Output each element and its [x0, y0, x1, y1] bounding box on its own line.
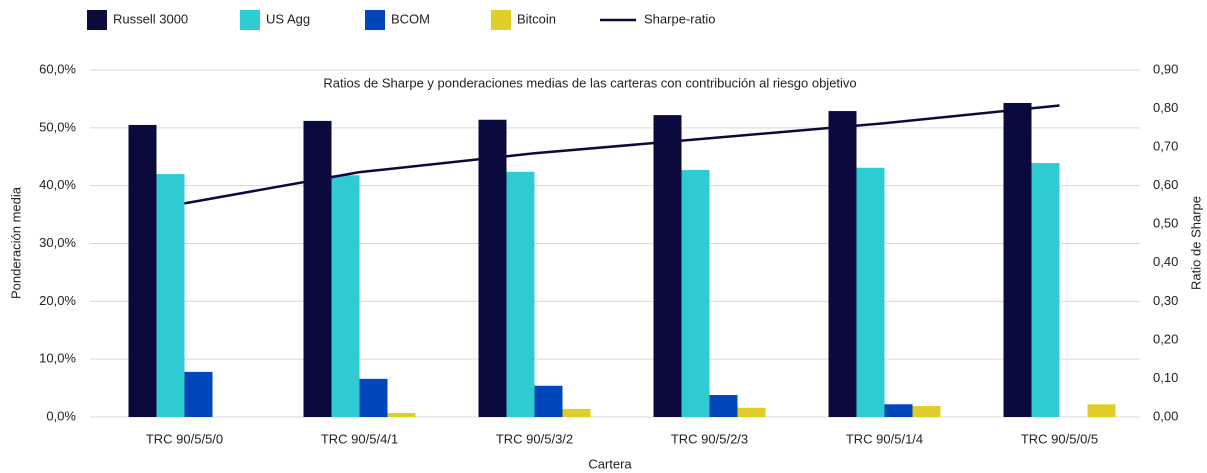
bar: [156, 174, 185, 417]
y2-tick-label: 0,70: [1153, 139, 1178, 154]
bar: [828, 111, 857, 417]
bar: [562, 408, 591, 417]
y-tick-label: 60,0%: [39, 61, 76, 76]
legend-label: BCOM: [391, 11, 430, 26]
y2-tick-label: 0,50: [1153, 216, 1178, 231]
y-axis-title: Ponderación media: [8, 186, 23, 299]
y2-tick-label: 0,80: [1153, 100, 1178, 115]
bar: [506, 171, 535, 417]
y2-tick-label: 0,60: [1153, 177, 1178, 192]
bar: [737, 407, 766, 417]
bar: [534, 385, 563, 417]
x-tick-label: TRC 90/5/4/1: [321, 431, 398, 446]
bar: [128, 124, 157, 418]
bar: [912, 406, 941, 417]
bar: [303, 120, 332, 417]
x-tick-label: TRC 90/5/5/0: [146, 431, 223, 446]
bar: [359, 378, 388, 417]
x-tick-label: TRC 90/5/3/2: [496, 431, 573, 446]
y-tick-label: 40,0%: [39, 177, 76, 192]
y2-tick-label: 0,90: [1153, 61, 1178, 76]
legend-label: US Agg: [266, 11, 310, 26]
bar: [1087, 404, 1116, 417]
bar: [387, 412, 416, 417]
x-axis-title: Cartera: [588, 456, 632, 471]
bar: [856, 167, 885, 417]
y2-tick-label: 0,10: [1153, 370, 1178, 385]
x-tick-label: TRC 90/5/2/3: [671, 431, 748, 446]
legend-swatch: [87, 10, 107, 30]
legend-swatch: [491, 10, 511, 30]
x-tick-label: TRC 90/5/0/5: [1021, 431, 1098, 446]
legend-label: Russell 3000: [113, 11, 188, 26]
bar: [1003, 102, 1032, 417]
y-tick-label: 10,0%: [39, 351, 76, 366]
bar: [331, 175, 360, 417]
bar: [653, 115, 682, 418]
y2-tick-label: 0,00: [1153, 408, 1178, 423]
y2-tick-label: 0,40: [1153, 254, 1178, 269]
bar: [478, 119, 507, 417]
bar: [184, 371, 213, 417]
bar: [884, 404, 913, 417]
y-tick-label: 20,0%: [39, 293, 76, 308]
sharpe-line: [184, 104, 1060, 205]
legend-label: Bitcoin: [517, 11, 556, 26]
y-tick-label: 0,0%: [46, 408, 76, 423]
y-tick-label: 50,0%: [39, 119, 76, 134]
legend-swatch: [365, 10, 385, 30]
y2-tick-label: 0,20: [1153, 331, 1178, 346]
y2-tick-label: 0,30: [1153, 293, 1178, 308]
bar: [1031, 163, 1060, 417]
bar: [681, 170, 710, 417]
x-tick-label: TRC 90/5/1/4: [846, 431, 923, 446]
legend-label: Sharpe-ratio: [644, 11, 716, 26]
chart-title: Ratios de Sharpe y ponderaciones medias …: [323, 75, 856, 90]
legend-swatch: [240, 10, 260, 30]
bar: [709, 395, 738, 417]
y-tick-label: 30,0%: [39, 235, 76, 250]
y2-axis-title: Ratio de Sharpe: [1188, 196, 1203, 290]
